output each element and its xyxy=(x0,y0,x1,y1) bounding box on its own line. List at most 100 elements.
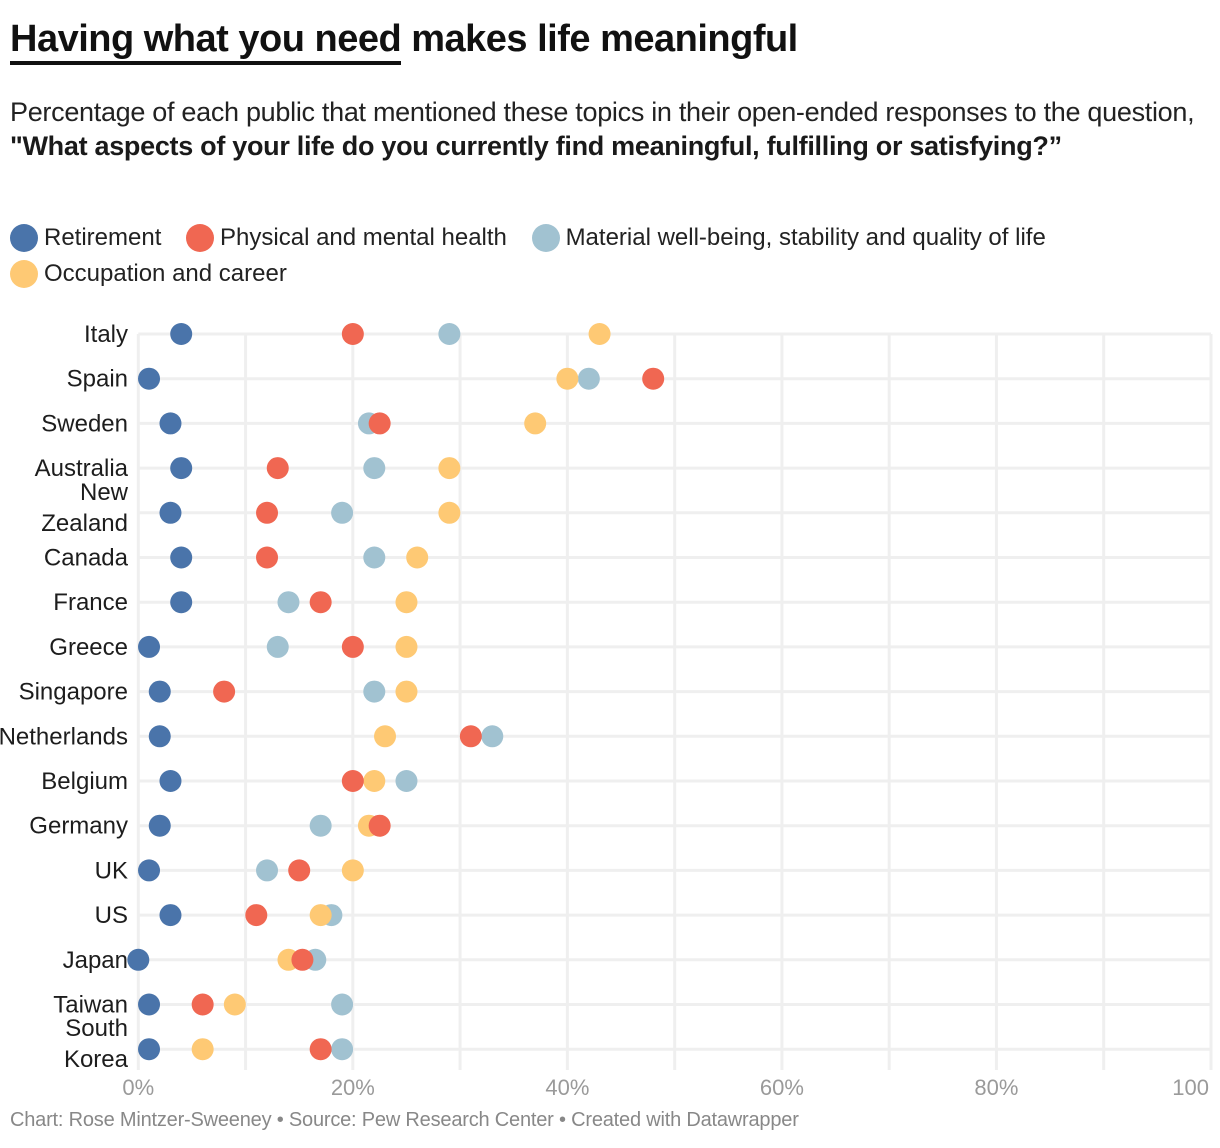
y-label-france: France xyxy=(53,589,128,616)
dot-material-new-zealand xyxy=(331,501,354,524)
dot-material-australia xyxy=(363,457,386,480)
dot-retirement-greece xyxy=(138,635,161,658)
dot-career-taiwan xyxy=(223,993,246,1016)
dot-health-france xyxy=(309,591,332,614)
x-tick-label-20: 20% xyxy=(331,1075,375,1100)
dot-health-belgium xyxy=(341,770,364,792)
dot-health-spain xyxy=(642,367,665,390)
y-label-canada: Canada xyxy=(44,545,129,572)
chart-subtitle: Percentage of each public that mentioned… xyxy=(10,95,1200,163)
dot-material-italy xyxy=(438,323,461,345)
dot-retirement-canada xyxy=(170,546,193,569)
legend-label: Material well-being, stability and quali… xyxy=(565,224,1046,251)
y-label-taiwan: Taiwan xyxy=(53,992,128,1019)
legend-swatch-career xyxy=(10,260,38,288)
dot-health-germany xyxy=(368,814,391,837)
y-label-south-korea: South Korea xyxy=(64,1015,129,1073)
dot-career-south-korea xyxy=(191,1038,214,1061)
dot-material-south-korea xyxy=(331,1038,354,1061)
dot-retirement-sweden xyxy=(159,412,182,435)
legend-item-health: Physical and mental health xyxy=(186,220,507,256)
y-label-italy: Italy xyxy=(84,321,128,348)
subtitle-question: "What aspects of your life do you curren… xyxy=(10,131,1062,161)
y-label-line: Zealand xyxy=(41,510,128,537)
dot-material-uk xyxy=(256,859,279,882)
dot-retirement-germany xyxy=(148,814,171,837)
dot-career-italy xyxy=(588,323,611,345)
y-label-line: South xyxy=(65,1015,128,1042)
dot-health-sweden xyxy=(368,412,391,435)
dot-health-singapore xyxy=(213,680,236,703)
dot-career-belgium xyxy=(363,770,386,792)
legend-label: Occupation and career xyxy=(44,260,287,287)
legend-item-material: Material well-being, stability and quali… xyxy=(531,220,1046,256)
dot-health-australia xyxy=(266,457,289,480)
dot-health-canada xyxy=(256,546,279,569)
dot-retirement-taiwan xyxy=(138,993,161,1016)
dot-career-australia xyxy=(438,457,461,480)
y-label-greece: Greece xyxy=(49,634,128,661)
y-label-uk: UK xyxy=(95,857,128,884)
subtitle-plain: Percentage of each public that mentioned… xyxy=(10,97,1195,127)
legend-swatch-material xyxy=(531,224,560,252)
y-label-australia: Australia xyxy=(35,455,129,482)
x-tick-label-100: 100 xyxy=(1172,1075,1209,1100)
dot-health-us xyxy=(245,904,268,927)
legend-item-career: Occupation and career xyxy=(10,256,287,292)
dot-retirement-us xyxy=(159,904,182,927)
dot-career-greece xyxy=(395,635,418,658)
chart-footer: Chart: Rose Mintzer-Sweeney • Source: Pe… xyxy=(10,1109,799,1131)
data-points xyxy=(127,323,665,1061)
legend-swatch-health xyxy=(186,224,215,252)
dot-career-spain xyxy=(556,367,579,390)
y-label-line: New xyxy=(80,479,129,506)
legend-swatch-retirement xyxy=(10,224,38,252)
dot-material-singapore xyxy=(363,680,386,703)
dot-retirement-netherlands xyxy=(148,725,171,748)
y-label-japan: Japan xyxy=(63,947,128,974)
dot-material-netherlands xyxy=(481,725,504,748)
dot-retirement-spain xyxy=(138,367,161,390)
title-rest: makes life meaningful xyxy=(401,18,798,60)
dot-health-greece xyxy=(341,635,364,658)
dot-career-singapore xyxy=(395,680,418,703)
dot-retirement-singapore xyxy=(148,680,171,703)
dot-health-italy xyxy=(341,323,364,345)
vertical-gridlines xyxy=(136,334,1213,1070)
dot-career-uk xyxy=(341,859,364,882)
dot-career-sweden xyxy=(524,412,547,435)
dot-career-new-zealand xyxy=(438,501,461,524)
dot-retirement-italy xyxy=(170,323,193,345)
dot-health-netherlands xyxy=(459,725,482,748)
y-label-sweden: Sweden xyxy=(41,410,128,437)
y-label-us: US xyxy=(95,902,128,929)
dot-retirement-south-korea xyxy=(138,1038,161,1061)
dot-material-greece xyxy=(266,635,289,658)
dot-retirement-belgium xyxy=(159,770,182,792)
dot-health-new-zealand xyxy=(256,501,279,524)
dot-health-taiwan xyxy=(191,993,214,1016)
y-label-new-zealand: New Zealand xyxy=(41,479,128,537)
dot-health-japan xyxy=(291,948,314,971)
dot-retirement-australia xyxy=(170,457,193,480)
dot-material-canada xyxy=(363,546,386,569)
dot-health-south-korea xyxy=(309,1038,332,1061)
x-tick-label-60: 60% xyxy=(760,1075,804,1100)
dot-career-canada xyxy=(406,546,429,569)
dot-retirement-new-zealand xyxy=(159,501,182,524)
legend-item-retirement: Retirement xyxy=(10,220,161,256)
title-underlined-part: Having what you need xyxy=(10,18,402,65)
dot-material-belgium xyxy=(395,770,418,792)
dot-material-germany xyxy=(309,814,332,837)
dot-material-spain xyxy=(577,367,600,390)
dot-career-netherlands xyxy=(374,725,397,748)
dot-retirement-france xyxy=(170,591,193,614)
legend-label: Physical and mental health xyxy=(220,224,507,251)
chart-title: Having what you need makes life meaningf… xyxy=(10,18,798,65)
y-label-spain: Spain xyxy=(67,366,128,393)
x-tick-label-80: 80% xyxy=(974,1075,1018,1100)
dot-retirement-japan xyxy=(127,948,150,971)
dot-career-us xyxy=(309,904,332,927)
